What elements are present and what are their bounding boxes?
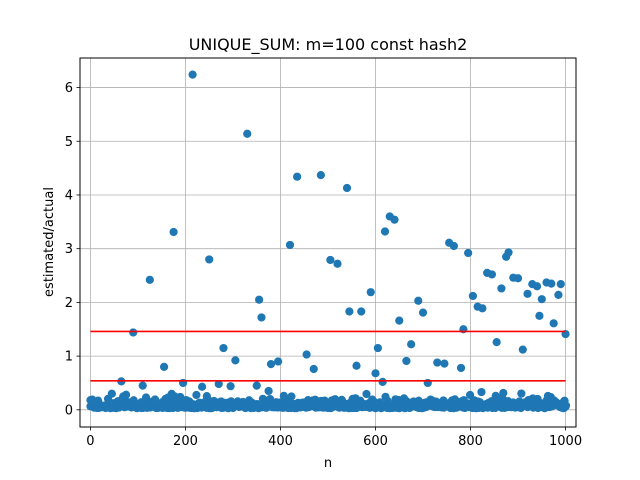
data-point <box>257 313 266 322</box>
data-point <box>231 356 240 365</box>
data-point <box>561 401 571 410</box>
data-point <box>464 248 473 258</box>
data-point <box>264 386 273 396</box>
data-point <box>129 328 138 337</box>
data-point <box>309 364 318 374</box>
data-point <box>342 183 352 193</box>
data-point <box>205 255 214 264</box>
data-point <box>214 379 223 389</box>
data-point <box>378 377 387 386</box>
data-point <box>418 308 428 317</box>
data-point <box>197 382 207 391</box>
y-tick-label: 5 <box>65 135 73 150</box>
data-point <box>414 296 423 305</box>
data-point <box>513 274 523 283</box>
y-tick-label: 2 <box>65 296 73 311</box>
data-point <box>243 129 252 138</box>
data-point <box>316 170 325 180</box>
data-point <box>373 343 382 353</box>
data-point <box>523 289 532 298</box>
data-point <box>407 340 416 349</box>
data-point <box>333 259 342 268</box>
data-point <box>226 382 235 391</box>
data-point <box>535 311 544 320</box>
data-point <box>188 70 197 79</box>
data-point <box>390 215 399 224</box>
y-tick-label: 4 <box>65 188 73 203</box>
data-point <box>537 295 546 304</box>
data-point <box>255 295 264 304</box>
data-point <box>366 288 375 297</box>
y-tick-label: 1 <box>65 350 73 365</box>
data-point <box>380 227 390 236</box>
data-point <box>554 290 563 299</box>
x-tick-label: 400 <box>268 434 293 449</box>
data-point <box>252 381 261 390</box>
data-point <box>487 270 497 279</box>
data-point <box>357 307 366 316</box>
data-point <box>345 307 354 316</box>
y-tick-label: 0 <box>65 403 73 418</box>
data-point <box>293 172 302 181</box>
x-axis-ticks: 0 200 400 600 800 1000 <box>86 427 582 449</box>
data-point <box>287 392 296 401</box>
plot-frame <box>79 57 577 428</box>
data-point <box>86 396 95 405</box>
data-points <box>86 70 571 413</box>
chart-title: UNIQUE_SUM: m=100 const hash2 <box>189 35 468 55</box>
data-point <box>121 390 131 399</box>
data-point <box>499 388 508 398</box>
data-point <box>497 284 506 293</box>
data-point <box>549 319 558 328</box>
data-point <box>107 389 116 398</box>
data-point <box>449 241 459 251</box>
data-point <box>285 240 295 250</box>
x-tick-label: 600 <box>363 434 388 449</box>
data-point <box>219 343 228 353</box>
data-point <box>258 394 268 403</box>
x-axis-label: n <box>324 456 332 471</box>
data-point <box>159 362 169 371</box>
data-point <box>478 304 487 313</box>
data-point <box>492 338 501 347</box>
y-axis-ticks: 0 1 2 3 4 5 6 <box>65 81 80 418</box>
reference-lines <box>90 330 566 382</box>
x-tick-label: 0 <box>86 434 94 449</box>
data-point <box>326 255 335 265</box>
data-point <box>274 357 283 366</box>
data-point <box>440 359 449 368</box>
y-tick-label: 3 <box>65 242 73 257</box>
data-point <box>532 282 542 291</box>
data-point <box>145 275 154 284</box>
y-tick-label: 6 <box>65 81 73 96</box>
data-point <box>138 381 147 390</box>
data-point <box>150 395 160 404</box>
data-point <box>371 369 380 378</box>
data-point <box>477 387 486 397</box>
x-tick-label: 1000 <box>549 434 582 449</box>
data-point <box>402 356 411 366</box>
data-point <box>518 345 527 354</box>
data-point <box>456 363 466 373</box>
data-point <box>362 389 371 399</box>
x-tick-label: 200 <box>173 434 198 449</box>
data-point <box>556 280 565 289</box>
data-point <box>547 279 556 288</box>
data-point <box>266 360 276 369</box>
data-point <box>169 227 178 237</box>
x-tick-label: 800 <box>458 434 483 449</box>
data-point <box>504 248 513 257</box>
data-point <box>192 390 201 400</box>
y-axis-label: estimated/actual <box>42 187 57 297</box>
data-point <box>302 350 311 359</box>
data-point <box>395 316 404 325</box>
data-point <box>468 291 478 301</box>
data-point <box>352 361 361 370</box>
grid <box>80 58 576 427</box>
data-point <box>433 358 442 367</box>
data-point <box>517 389 526 398</box>
